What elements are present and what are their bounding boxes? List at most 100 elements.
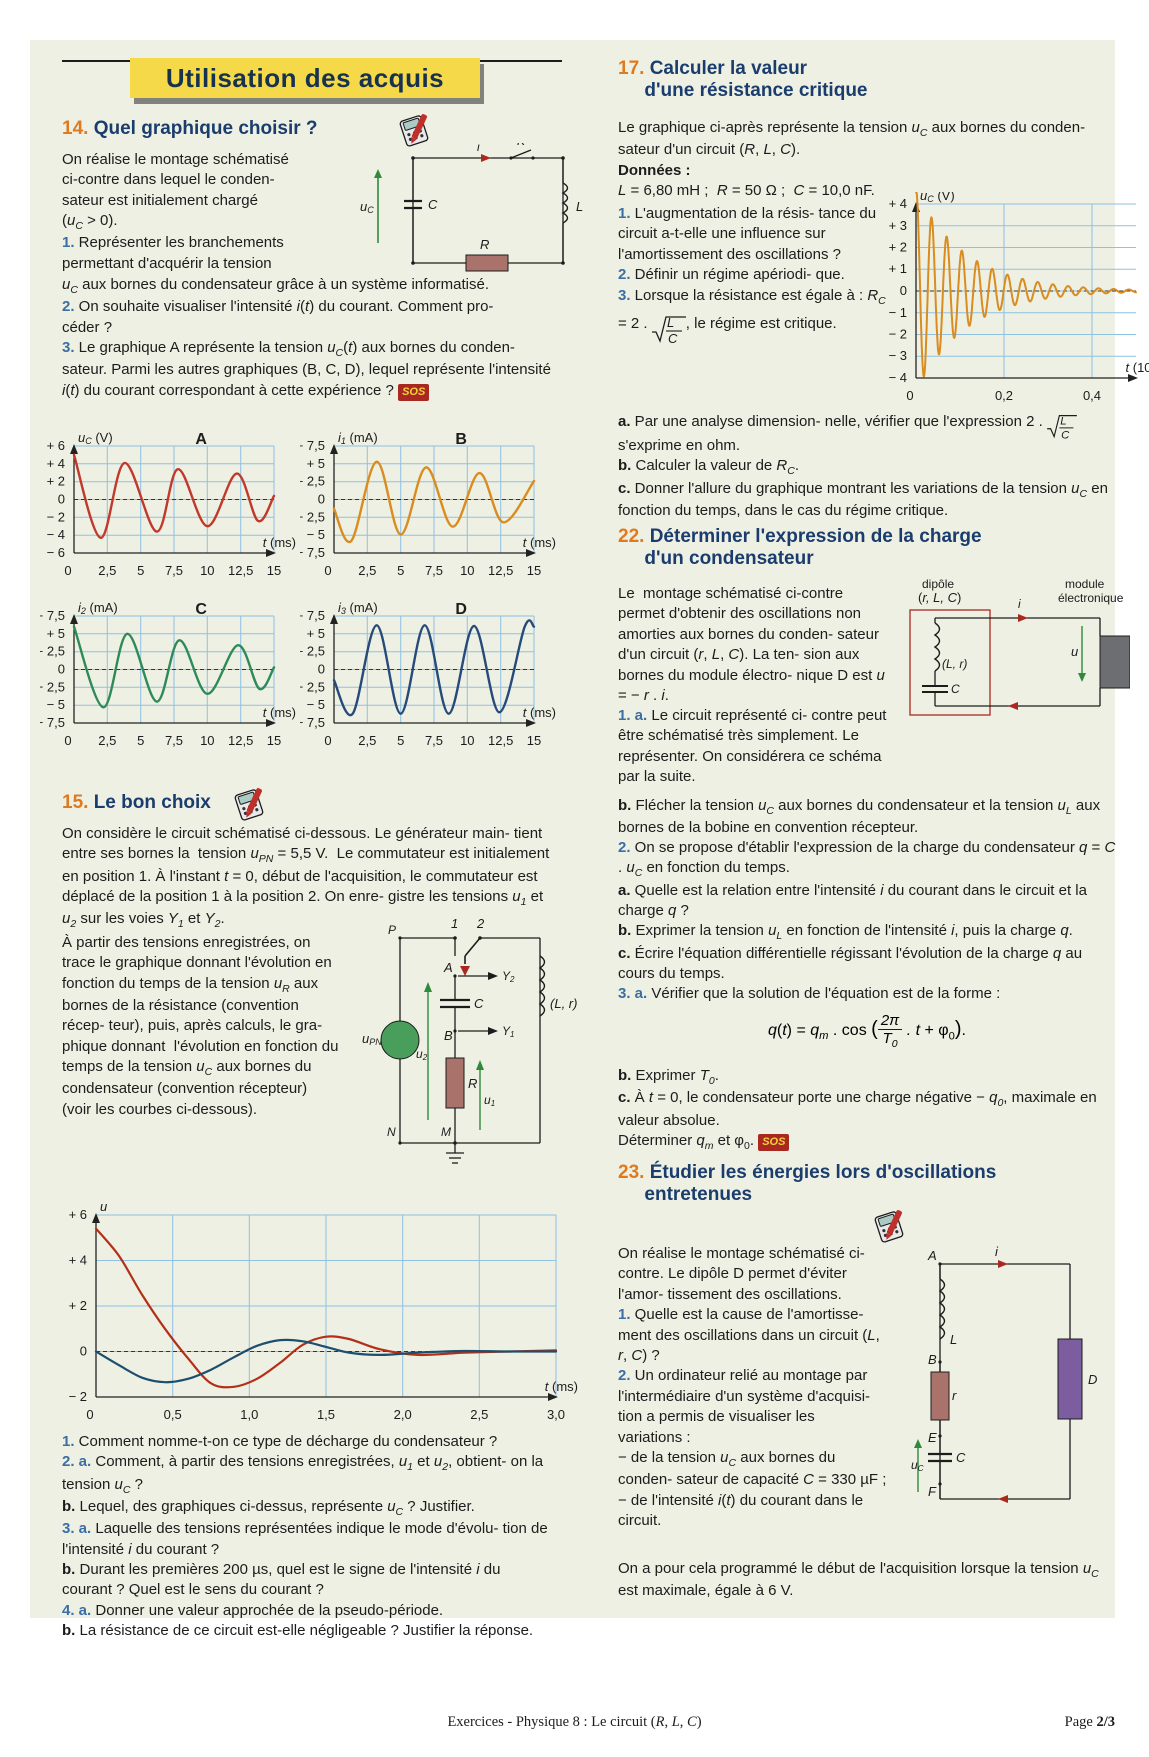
svg-text:i1 (mA): i1 (mA) xyxy=(338,430,378,446)
svg-text:2,5: 2,5 xyxy=(358,563,376,578)
svg-text:2,5: 2,5 xyxy=(98,563,116,578)
svg-text:D: D xyxy=(1088,1372,1097,1387)
svg-text:A: A xyxy=(195,431,207,448)
svg-text:u: u xyxy=(100,1199,107,1214)
svg-text:module: module xyxy=(1065,578,1105,591)
svg-text:K: K xyxy=(517,143,526,148)
svg-text:r: r xyxy=(952,1388,957,1403)
svg-text:2,0: 2,0 xyxy=(394,1407,412,1422)
svg-text:t (ms): t (ms) xyxy=(545,1379,578,1394)
svg-text:+ 5: + 5 xyxy=(47,626,65,641)
svg-text:+ 1: + 1 xyxy=(889,261,907,276)
svg-text:+ 5: + 5 xyxy=(307,456,325,471)
svg-text:u: u xyxy=(1071,644,1078,659)
svg-text:1: 1 xyxy=(451,916,458,931)
svg-text:0: 0 xyxy=(900,283,907,298)
svg-text:C: C xyxy=(668,331,678,346)
svg-text:+ 2,5: + 2,5 xyxy=(40,644,65,659)
svg-text:L: L xyxy=(576,199,583,214)
svg-text:10: 10 xyxy=(200,563,214,578)
svg-text:B: B xyxy=(928,1352,937,1367)
svg-text:0: 0 xyxy=(318,662,325,677)
svg-text:P: P xyxy=(388,923,396,937)
svg-text:− 5: − 5 xyxy=(307,527,325,542)
svg-text:+ 6: + 6 xyxy=(47,438,65,453)
svg-text:(L, r): (L, r) xyxy=(942,657,967,671)
svg-text:10: 10 xyxy=(460,733,474,748)
svg-text:10: 10 xyxy=(200,733,214,748)
svg-text:i: i xyxy=(477,143,480,154)
svg-text:u1: u1 xyxy=(484,1093,495,1108)
svg-text:+ 4: + 4 xyxy=(69,1253,87,1268)
svg-text:12,5: 12,5 xyxy=(488,563,513,578)
svg-text:+ 6: + 6 xyxy=(69,1207,87,1222)
svg-text:F: F xyxy=(928,1484,937,1499)
svg-text:3,0: 3,0 xyxy=(547,1407,565,1422)
svg-text:D: D xyxy=(455,601,467,618)
svg-text:+ 4: + 4 xyxy=(889,196,907,211)
svg-text:+ 3: + 3 xyxy=(889,218,907,233)
svg-text:− 7,5: − 7,5 xyxy=(300,545,325,560)
svg-text:C: C xyxy=(474,996,484,1011)
svg-text:L: L xyxy=(1060,415,1066,427)
svg-text:0: 0 xyxy=(906,388,913,402)
svg-text:+ 7,5: + 7,5 xyxy=(300,608,325,623)
svg-text:E: E xyxy=(928,1430,937,1445)
svg-text:− 2: − 2 xyxy=(69,1389,87,1404)
svg-text:7,5: 7,5 xyxy=(165,563,183,578)
svg-text:0: 0 xyxy=(86,1407,93,1422)
svg-text:0: 0 xyxy=(64,733,71,748)
svg-text:B: B xyxy=(455,431,467,448)
svg-text:− 4: − 4 xyxy=(47,527,65,542)
svg-text:t (ms): t (ms) xyxy=(523,705,556,720)
svg-text:0: 0 xyxy=(58,662,65,677)
svg-text:R: R xyxy=(468,1076,477,1091)
svg-text:C: C xyxy=(428,197,438,212)
svg-text:− 2,5: − 2,5 xyxy=(40,679,65,694)
svg-text:− 1: − 1 xyxy=(889,305,907,320)
svg-text:15: 15 xyxy=(267,563,281,578)
svg-text:0,2: 0,2 xyxy=(995,388,1013,402)
svg-text:A: A xyxy=(927,1248,937,1263)
svg-text:+ 2: + 2 xyxy=(47,474,65,489)
svg-text:uPN: uPN xyxy=(362,1031,382,1047)
svg-text:t (ms): t (ms) xyxy=(263,705,296,720)
svg-text:t (ms): t (ms) xyxy=(523,535,556,550)
svg-text:7,5: 7,5 xyxy=(165,733,183,748)
svg-text:0: 0 xyxy=(64,563,71,578)
svg-text:2,5: 2,5 xyxy=(470,1407,488,1422)
svg-text:− 3: − 3 xyxy=(889,348,907,363)
svg-text:+ 2: + 2 xyxy=(889,240,907,255)
svg-text:+ 7,5: + 7,5 xyxy=(300,438,325,453)
svg-text:− 2: − 2 xyxy=(47,509,65,524)
svg-text:C: C xyxy=(195,601,207,618)
svg-text:2,5: 2,5 xyxy=(98,733,116,748)
svg-text:10: 10 xyxy=(460,563,474,578)
svg-text:R: R xyxy=(480,237,489,252)
svg-text:7,5: 7,5 xyxy=(425,733,443,748)
svg-text:C: C xyxy=(1061,429,1070,441)
svg-text:uC (V): uC (V) xyxy=(78,430,113,446)
svg-text:15: 15 xyxy=(527,563,541,578)
svg-text:B: B xyxy=(444,1028,453,1043)
svg-text:− 2: − 2 xyxy=(889,327,907,342)
svg-text:5: 5 xyxy=(397,733,404,748)
svg-text:uC (V): uC (V) xyxy=(920,192,955,204)
svg-text:+ 5: + 5 xyxy=(307,626,325,641)
svg-text:(r, L, C): (r, L, C) xyxy=(918,590,961,605)
svg-text:15: 15 xyxy=(267,733,281,748)
svg-text:N: N xyxy=(387,1125,396,1139)
svg-text:C: C xyxy=(956,1450,966,1465)
svg-text:− 2,5: − 2,5 xyxy=(300,509,325,524)
svg-text:M: M xyxy=(441,1125,451,1139)
svg-text:Y1: Y1 xyxy=(502,1024,514,1039)
svg-text:+ 2,5: + 2,5 xyxy=(300,474,325,489)
svg-text:0,5: 0,5 xyxy=(164,1407,182,1422)
svg-text:2,5: 2,5 xyxy=(358,733,376,748)
svg-text:uC: uC xyxy=(360,199,374,215)
svg-text:+ 2: + 2 xyxy=(69,1298,87,1313)
svg-text:12,5: 12,5 xyxy=(488,733,513,748)
svg-text:t (ms): t (ms) xyxy=(263,535,296,550)
svg-text:+ 4: + 4 xyxy=(47,456,65,471)
svg-text:7,5: 7,5 xyxy=(425,563,443,578)
